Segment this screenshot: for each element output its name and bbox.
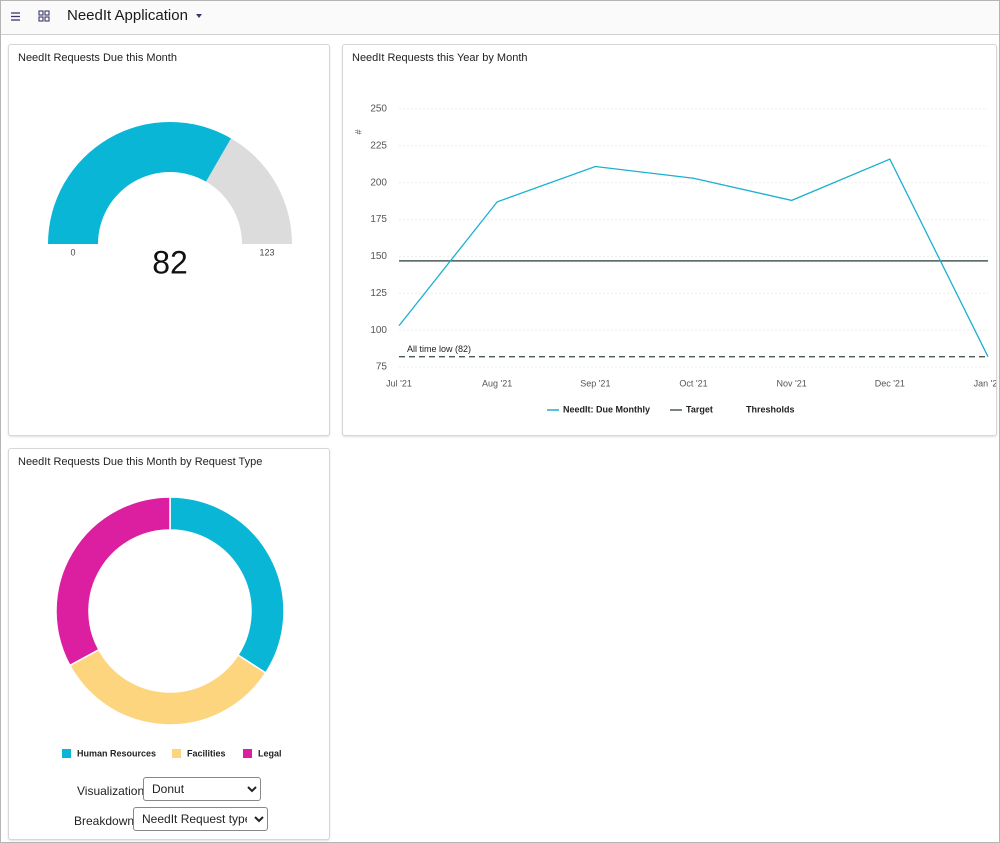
legend-swatch [62, 749, 71, 758]
breakdown-label: Breakdown [74, 814, 135, 828]
legend-swatch [243, 749, 252, 758]
y-tick-label: 250 [370, 104, 387, 115]
gauge-value: 82 [152, 244, 188, 280]
y-tick-label: 75 [376, 362, 388, 373]
y-tick-label: 125 [370, 288, 387, 299]
y-tick-label: 200 [370, 177, 387, 188]
gauge-track [206, 138, 292, 244]
x-tick-label: Oct '21 [679, 378, 707, 388]
legend-swatch [172, 749, 181, 758]
legend-label: Facilities [187, 748, 226, 758]
visualization-select[interactable]: Donut [143, 777, 261, 801]
header-icons [11, 10, 202, 22]
visualization-label: Visualization [77, 784, 145, 798]
donut-slice [169, 496, 285, 675]
donut-chart: NeedIt Requests Due this Month by Reques… [18, 456, 285, 758]
y-tick-label: 175 [370, 214, 387, 225]
y-tick-label: 150 [370, 251, 387, 262]
line-card: NeedIt Requests this Year by Month 75 100… [342, 44, 997, 436]
gauge-card: NeedIt Requests Due this Month 0 123 82 [8, 44, 330, 436]
gauge-fill [48, 122, 231, 244]
x-tick-label: Jan '22 [974, 378, 996, 388]
x-tick-label: Sep '21 [580, 378, 610, 388]
x-tick-label: Nov '21 [777, 378, 807, 388]
line-chart: NeedIt Requests this Year by Month 75 100… [352, 52, 996, 414]
donut-slice [68, 648, 267, 726]
legend-label: Legal [258, 748, 282, 758]
threshold-label: All time low (82) [407, 344, 471, 354]
legend-label: NeedIt: Due Monthly [563, 404, 650, 414]
gauge-chart: NeedIt Requests Due this Month 0 123 82 [18, 52, 292, 280]
x-tick-label: Jul '21 [386, 378, 412, 388]
y-tick-label: 225 [370, 140, 387, 151]
legend-label: Target [686, 404, 713, 414]
data-line [398, 158, 989, 357]
app-title: NeedIt Application [67, 7, 188, 24]
header-bar: NeedIt Application [1, 1, 999, 35]
legend-label: Thresholds [746, 404, 795, 414]
x-tick-label: Dec '21 [875, 378, 905, 388]
y-axis-label: # [353, 129, 363, 134]
card-title: NeedIt Requests this Year by Month [352, 52, 528, 64]
donut-slice [55, 496, 171, 667]
donut-card: NeedIt Requests Due this Month by Reques… [8, 448, 330, 840]
x-tick-label: Aug '21 [482, 378, 512, 388]
legend-label: Human Resources [77, 748, 156, 758]
card-title: NeedIt Requests Due this Month by Reques… [18, 456, 262, 468]
card-title: NeedIt Requests Due this Month [18, 52, 177, 64]
gauge-max-label: 123 [259, 247, 274, 257]
apps-icon[interactable] [38, 10, 50, 22]
dropdown-caret[interactable] [196, 14, 202, 18]
gauge-min-label: 0 [70, 247, 75, 257]
menu-icon[interactable] [11, 12, 20, 21]
breakdown-select[interactable]: NeedIt Request type [133, 807, 268, 831]
y-tick-label: 100 [370, 325, 387, 336]
